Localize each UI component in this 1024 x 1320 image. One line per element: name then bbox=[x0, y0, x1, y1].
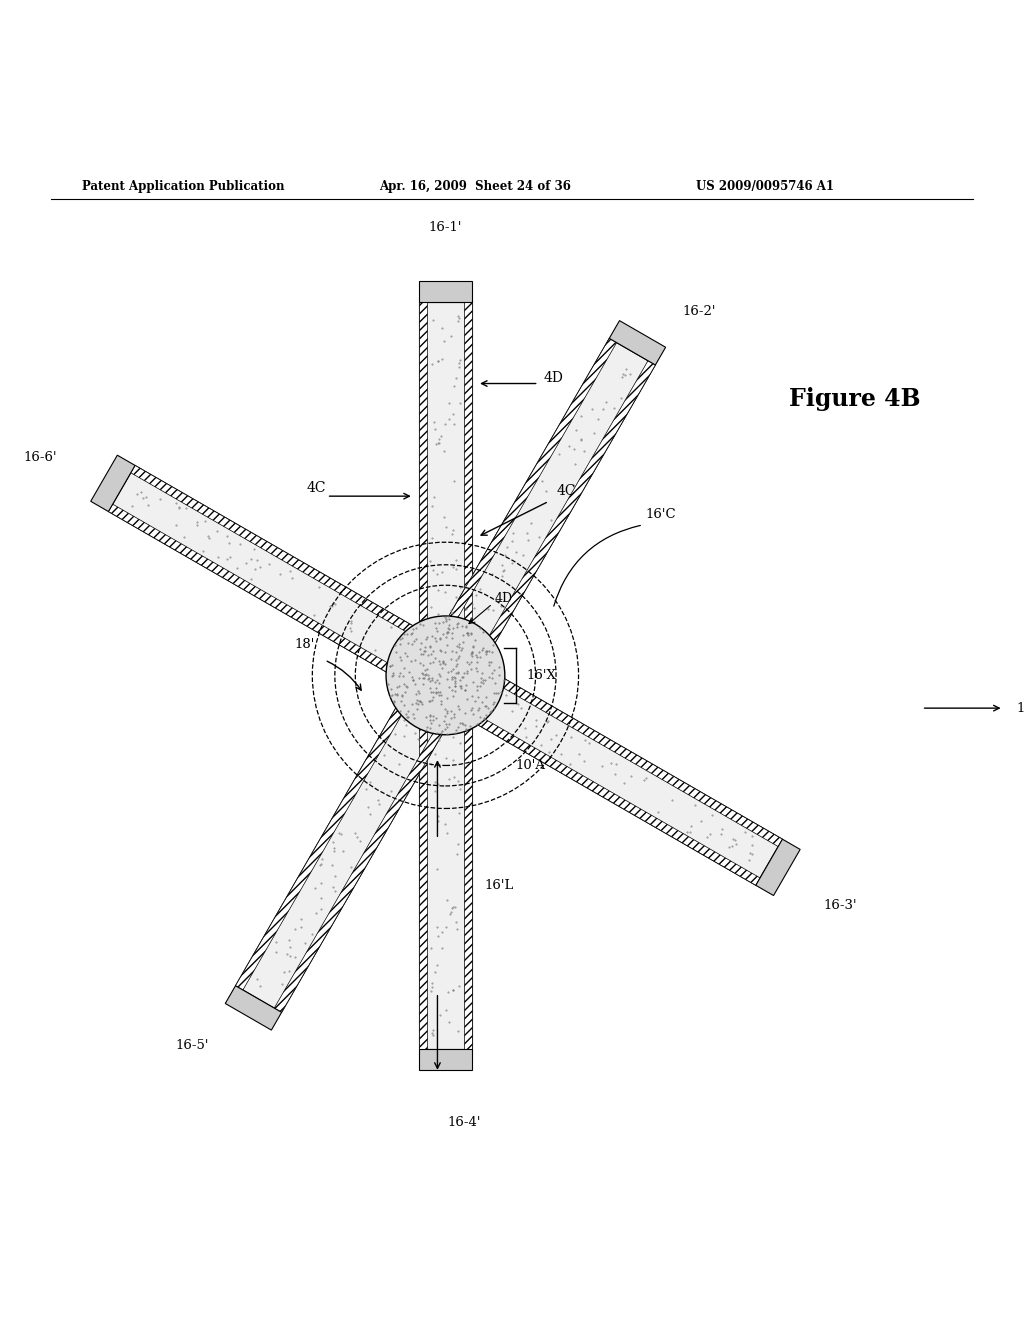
Text: 4D: 4D bbox=[544, 371, 564, 385]
Text: 4D: 4D bbox=[495, 593, 513, 605]
Text: 16'C: 16'C bbox=[645, 508, 676, 521]
Text: Figure 4B: Figure 4B bbox=[790, 387, 921, 411]
Polygon shape bbox=[419, 301, 427, 643]
Text: 4C: 4C bbox=[306, 480, 327, 495]
Text: 16-4': 16-4' bbox=[447, 1117, 480, 1130]
Text: 18': 18' bbox=[294, 638, 314, 651]
Polygon shape bbox=[419, 708, 472, 1049]
Text: 16': 16' bbox=[1017, 702, 1024, 714]
Polygon shape bbox=[419, 301, 472, 643]
Polygon shape bbox=[236, 690, 453, 1012]
Polygon shape bbox=[438, 338, 616, 638]
Polygon shape bbox=[438, 338, 655, 660]
Polygon shape bbox=[477, 360, 655, 660]
Text: 16-5': 16-5' bbox=[175, 1039, 209, 1052]
Polygon shape bbox=[91, 455, 135, 512]
Polygon shape bbox=[109, 504, 408, 682]
Polygon shape bbox=[609, 321, 666, 366]
Polygon shape bbox=[464, 301, 472, 643]
Polygon shape bbox=[236, 690, 414, 990]
Text: 4C: 4C bbox=[556, 484, 577, 498]
Polygon shape bbox=[225, 986, 282, 1030]
Polygon shape bbox=[461, 708, 760, 886]
Text: 16-1': 16-1' bbox=[429, 222, 462, 235]
Text: 10'A: 10'A bbox=[515, 759, 545, 772]
Polygon shape bbox=[109, 466, 430, 682]
Polygon shape bbox=[419, 1049, 472, 1069]
Text: 16'L: 16'L bbox=[484, 879, 514, 892]
Text: Patent Application Publication: Patent Application Publication bbox=[82, 181, 285, 194]
Polygon shape bbox=[419, 281, 472, 301]
Text: Apr. 16, 2009  Sheet 24 of 36: Apr. 16, 2009 Sheet 24 of 36 bbox=[379, 181, 570, 194]
Polygon shape bbox=[274, 713, 453, 1012]
Text: 16-3': 16-3' bbox=[823, 899, 857, 912]
Text: US 2009/0095746 A1: US 2009/0095746 A1 bbox=[696, 181, 835, 194]
Polygon shape bbox=[131, 466, 430, 643]
Text: 16-2': 16-2' bbox=[682, 305, 716, 318]
Polygon shape bbox=[419, 708, 427, 1049]
Text: 16'X: 16'X bbox=[526, 669, 556, 682]
Polygon shape bbox=[483, 669, 782, 846]
Text: 16-6': 16-6' bbox=[24, 451, 57, 465]
Polygon shape bbox=[461, 669, 782, 886]
Polygon shape bbox=[464, 708, 472, 1049]
Circle shape bbox=[386, 616, 505, 735]
Polygon shape bbox=[756, 840, 800, 895]
